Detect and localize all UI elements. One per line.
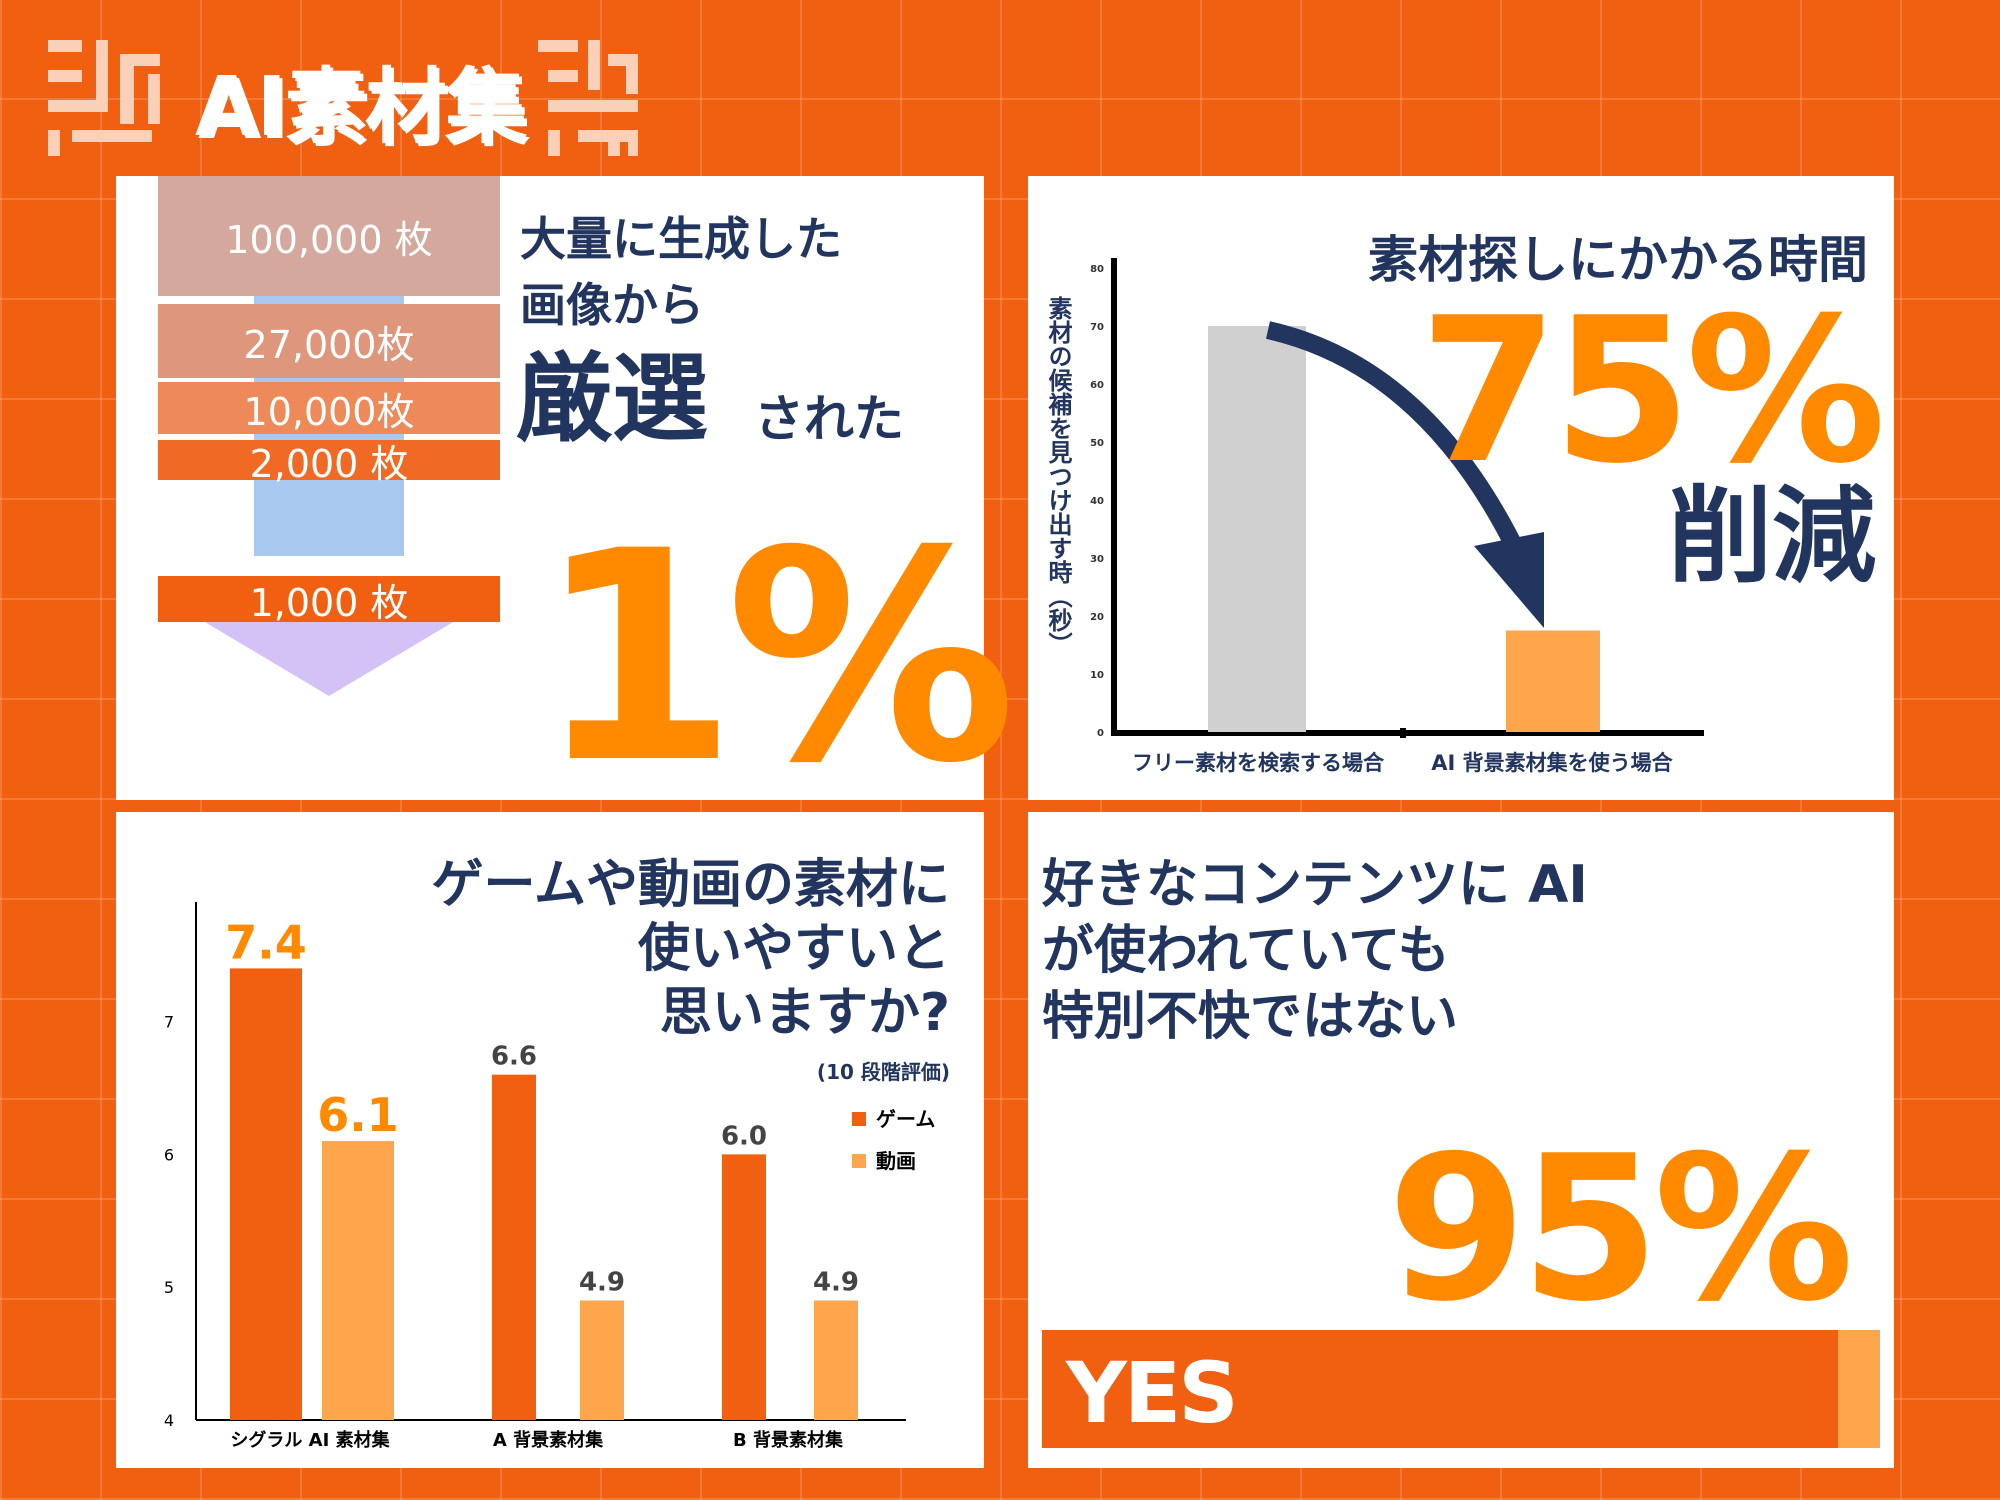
rating-bar-label: 6.1 bbox=[317, 1088, 399, 1142]
time-chart: 0 10 20 30 40 50 60 70 80 フリー素材を検索する場合 AI 背景素材集を使う… bbox=[1090, 258, 1704, 775]
rating-bar-label: 6.0 bbox=[721, 1121, 767, 1151]
logo-frame-graphic bbox=[48, 40, 638, 156]
funnel-tier-1: 27,000枚 bbox=[158, 304, 500, 378]
panel1-big-value: 1% bbox=[536, 490, 1016, 827]
legend-label-0: ゲーム bbox=[876, 1107, 935, 1131]
rating-bar-label: 4.9 bbox=[579, 1267, 625, 1297]
panel4-line1: 好きなコンテンツに AI bbox=[1042, 855, 1588, 915]
rating-bar-0-1 bbox=[492, 1074, 536, 1420]
panel3-note: (10 段階評価) bbox=[816, 1060, 950, 1084]
panel4-line2: が使われていても bbox=[1042, 921, 1450, 981]
time-chart-bar-0 bbox=[1208, 326, 1306, 732]
funnel-tier-4: 1,000 枚 bbox=[158, 576, 500, 625]
legend-swatch-0 bbox=[852, 1112, 866, 1126]
rating-chart-category: B 背景素材集 bbox=[733, 1429, 844, 1451]
funnel-tier-3: 2,000 枚 bbox=[158, 440, 500, 486]
legend-swatch-1 bbox=[852, 1154, 866, 1168]
rating-bar-label: 6.6 bbox=[491, 1042, 537, 1072]
time-chart-bar-1 bbox=[1506, 630, 1600, 732]
panel4-big-value: 95% bbox=[1387, 1113, 1854, 1346]
time-chart-ytick: 30 bbox=[1090, 554, 1104, 565]
panel1-title-line2: 画像から bbox=[520, 278, 704, 332]
rating-bar-label: 4.9 bbox=[813, 1267, 859, 1297]
panel-acceptance: 好きなコンテンツに AI が使われていても 特別不快ではない 95% YES bbox=[1028, 812, 1894, 1468]
rating-bar-label: 7.4 bbox=[225, 915, 307, 969]
legend-label-1: 動画 bbox=[876, 1149, 916, 1173]
time-chart-ytick: 50 bbox=[1090, 438, 1104, 449]
panel1-title-tail: された bbox=[754, 390, 904, 448]
rating-bar-1-2 bbox=[814, 1300, 858, 1420]
rating-bar-0-0 bbox=[230, 968, 302, 1420]
time-chart-category: AI 背景素材集を使う場合 bbox=[1431, 751, 1673, 775]
time-chart-ytick: 60 bbox=[1090, 380, 1104, 391]
rating-chart: 4 5 6 7 7.4 6.6 6.0 6.1 4.9 4.9 シグラル AI 素材集 A 背景素材集… bbox=[164, 902, 935, 1451]
panel2-reduce-label: 削減 bbox=[1667, 475, 1876, 597]
time-chart-ylabel: 素材の候補を見つけ出す時（秒） bbox=[1044, 296, 1072, 656]
time-chart-ytick: 40 bbox=[1090, 496, 1104, 507]
panel-selection-rate: 100,000 枚 27,000枚 10,000枚 2,000 枚 1,000 枚 大量… bbox=[116, 176, 1016, 804]
time-chart-category: フリー素材を検索する場合 bbox=[1132, 751, 1385, 775]
reduction-arrow-head bbox=[1474, 532, 1544, 628]
panel-search-time: 素材の候補を見つけ出す時（秒） 0 10 20 30 40 50 60 70 80 フリー素材を検… bbox=[1028, 176, 1894, 800]
logo: AI素材集 bbox=[48, 34, 648, 164]
panel2-title: 素材探しにかかる時間 bbox=[1368, 231, 1868, 289]
logo-text: AI素材集 bbox=[195, 59, 527, 155]
funnel-tier-0: 100,000 枚 bbox=[158, 176, 500, 296]
panel2-big-value: 75% bbox=[1419, 275, 1886, 508]
yes-progress-bar: YES bbox=[1042, 1330, 1880, 1448]
rating-bar-0-2 bbox=[722, 1154, 766, 1420]
time-chart-ytick: 70 bbox=[1090, 322, 1104, 333]
time-chart-ytick: 80 bbox=[1090, 264, 1104, 275]
funnel-tier-2: 10,000枚 bbox=[158, 382, 500, 434]
rating-chart-category: シグラル AI 素材集 bbox=[230, 1429, 390, 1451]
panel4-line3: 特別不快ではない bbox=[1042, 987, 1459, 1047]
panel3-question-line3: 思いますか? bbox=[659, 983, 950, 1043]
rating-chart-ytick: 5 bbox=[164, 1278, 174, 1297]
yes-label: YES bbox=[1066, 1344, 1239, 1442]
panel3-question-line1: ゲームや動画の素材に bbox=[431, 855, 950, 915]
panel1-title-strong: 厳選 bbox=[516, 343, 708, 455]
rating-bar-1-1 bbox=[580, 1300, 624, 1420]
yes-progress-fill bbox=[1042, 1330, 1839, 1448]
rating-chart-category: A 背景素材集 bbox=[493, 1429, 604, 1451]
funnel-arrow bbox=[178, 606, 480, 696]
panel-usability-rating: 4 5 6 7 7.4 6.6 6.0 6.1 4.9 4.9 シグラル AI 素材集 A 背景素材集… bbox=[116, 812, 984, 1468]
rating-chart-ytick: 7 bbox=[164, 1013, 174, 1032]
time-chart-ytick: 10 bbox=[1090, 670, 1104, 681]
time-chart-ytick: 20 bbox=[1090, 612, 1104, 623]
rating-bar-1-0 bbox=[322, 1141, 394, 1420]
reduction-arrow bbox=[1266, 321, 1529, 562]
panel1-title-line1: 大量に生成した bbox=[520, 212, 842, 266]
rating-chart-ytick: 4 bbox=[164, 1411, 174, 1430]
time-chart-ytick: 0 bbox=[1097, 728, 1104, 739]
panel3-question-line2: 使いやすいと bbox=[637, 919, 950, 979]
rating-chart-ytick: 6 bbox=[164, 1145, 174, 1164]
